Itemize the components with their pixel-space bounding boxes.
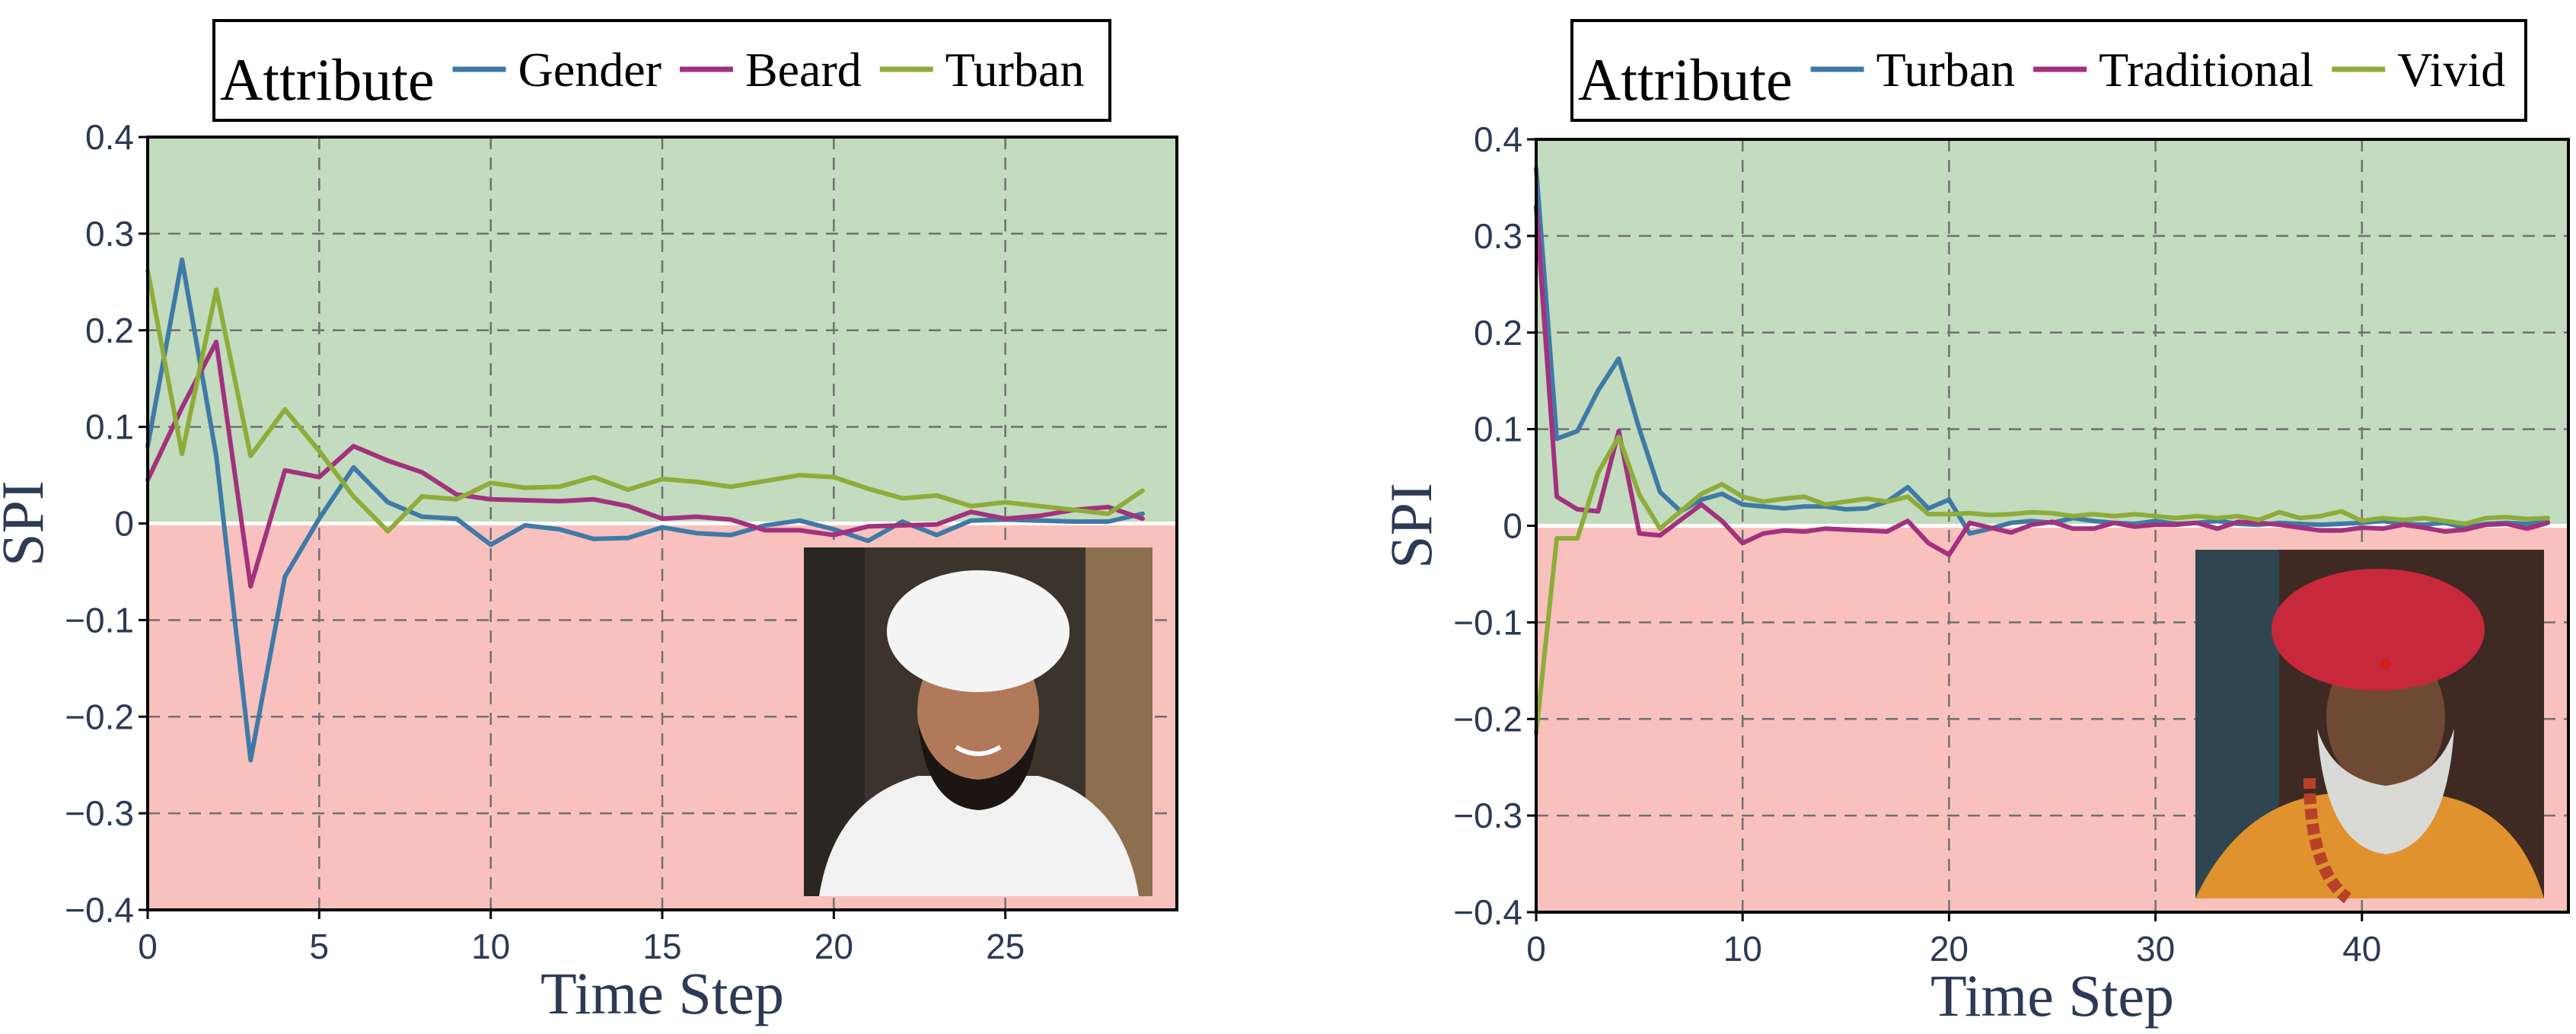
red-turban <box>2272 569 2485 691</box>
y-tick-label: −0.2 <box>65 697 134 736</box>
x-axis-title: Time Step <box>540 960 784 1026</box>
x-tick-label: 15 <box>642 927 681 966</box>
inset-portrait-image <box>804 547 1153 896</box>
series-line-beard <box>145 340 1145 589</box>
y-tick-label: −0.1 <box>1453 602 1522 642</box>
legend-label-turban: Turban <box>1876 43 2016 97</box>
legend-box <box>212 19 1111 122</box>
y-tick-label: 0.3 <box>1474 216 1522 256</box>
white-turban <box>887 570 1070 692</box>
x-tick-label: 20 <box>815 927 853 966</box>
y-axis-title: SPI <box>0 480 56 566</box>
x-tick-label: 0 <box>138 927 158 966</box>
y-tick-label: 0.4 <box>1474 120 1522 159</box>
series-line-turban <box>145 268 1145 534</box>
y-tick-label: −0.3 <box>65 793 134 833</box>
x-tick-label: 10 <box>471 927 510 966</box>
y-axis-title: SPI <box>1378 483 1444 569</box>
bead-necklace <box>2303 777 2352 904</box>
series-line-traditional <box>1534 204 2550 557</box>
forehead-mark <box>2380 659 2391 669</box>
y-tick-label: −0.1 <box>65 600 134 640</box>
y-tick-label: −0.4 <box>1453 892 1522 932</box>
legend-label-gender: Gender <box>518 43 662 97</box>
chart-panel-left: 0 5 10 15 20 25 −0.4 −0.3 −0.2 −0.1 0 0.1 0.2 0.3 0.4 T… <box>0 19 1178 1026</box>
y-tick-label: 0.3 <box>85 214 134 254</box>
y-tick-label: 0.4 <box>85 117 134 157</box>
x-axis-title: Time Step <box>1930 962 2174 1029</box>
inset-portrait-image <box>2195 550 2544 904</box>
y-tick-label: 0.2 <box>1474 313 1522 353</box>
legend-label-turban: Turban <box>945 43 1085 97</box>
white-robe <box>819 776 1139 896</box>
y-tick-label: 0 <box>114 504 134 544</box>
y-tick-label: 0.1 <box>1474 410 1522 449</box>
black-beard <box>918 723 1038 810</box>
chart-panel-right: 0 10 20 30 40 −0.4 −0.3 −0.2 −0.1 0 0.1 0.2 0.3 0.4 Ti… <box>1288 0 2576 1034</box>
x-tick-label: 10 <box>1723 929 1762 969</box>
line-chart-right: 0 10 20 30 40 −0.4 −0.3 −0.2 −0.1 0 0.1 0.2 0.3 0.4 Ti… <box>1378 19 2570 1029</box>
legend-label-traditional: Traditional <box>2099 43 2313 97</box>
x-tick-label: 25 <box>986 927 1025 966</box>
y-tick-label: 0 <box>1503 506 1522 546</box>
x-tick-label: 30 <box>2136 929 2175 969</box>
legend-title: Attribute <box>220 46 435 113</box>
y-tick-label: −0.2 <box>1453 699 1522 739</box>
x-tick-label: 0 <box>1526 929 1546 969</box>
legend-label-beard: Beard <box>745 43 862 97</box>
series-line-vivid <box>1534 434 2550 736</box>
x-tick-label: 5 <box>310 927 330 966</box>
line-chart-left: 0 5 10 15 20 25 −0.4 −0.3 −0.2 −0.1 0 0.1 0.2 0.3 0.4 T… <box>0 19 1178 1026</box>
white-beard <box>2317 729 2454 854</box>
y-tick-label: −0.4 <box>65 890 134 930</box>
smile <box>955 745 1002 756</box>
x-tick-label: 20 <box>1930 929 1969 969</box>
x-tick-label: 40 <box>2342 929 2381 969</box>
legend-label-vivid: Vivid <box>2397 43 2505 97</box>
y-tick-label: 0.1 <box>85 407 134 447</box>
series-line-gender <box>145 257 1145 763</box>
y-tick-label: 0.2 <box>85 311 134 350</box>
legend-title: Attribute <box>1578 46 1793 113</box>
y-tick-label: −0.3 <box>1453 796 1522 835</box>
